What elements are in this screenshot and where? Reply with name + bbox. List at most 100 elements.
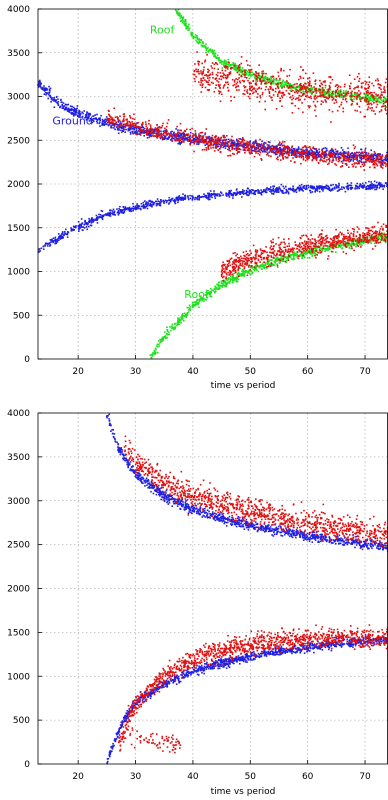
data-point [100,216,103,218]
data-point [258,150,261,152]
data-point [149,131,152,134]
data-point [62,107,64,109]
data-point [48,85,50,88]
data-point [268,260,270,263]
data-point [339,157,342,160]
data-point [159,136,161,139]
data-point [278,82,280,84]
data-point [216,137,219,140]
data-point [279,149,282,152]
data-point [334,85,337,87]
data-point [121,211,124,214]
data-point [351,243,354,245]
data-point [208,49,211,51]
data-point [204,45,207,48]
data-point [302,84,305,86]
data-point [222,194,224,196]
data-point [242,146,245,149]
data-point [255,75,258,78]
data-point [253,192,256,194]
data-point [156,202,159,205]
data-point [166,122,169,125]
data-point [192,141,194,144]
data-point [282,153,284,155]
data-point [342,159,345,162]
data-point [54,240,57,243]
data-point [286,145,289,147]
data-point [319,185,321,187]
data-point [343,95,346,97]
data-point [269,80,272,82]
data-point [370,181,372,183]
data-point [179,198,181,201]
data-point [321,188,323,191]
data-point [305,86,308,88]
data-point [321,91,324,93]
data-point [231,144,234,146]
data-point [281,144,284,147]
data-point [263,149,265,151]
data-point [359,156,361,158]
data-point [231,194,233,196]
data-point [382,100,385,103]
data-point [198,142,200,144]
data-point [250,144,252,147]
data-point [307,186,310,189]
data-point [114,119,116,122]
data-point [208,69,210,72]
data-point [300,155,302,157]
data-point [272,82,274,85]
data-point [272,187,275,189]
data-point [175,139,177,142]
data-point [136,207,139,209]
data-point [326,156,328,158]
data-point [211,67,213,69]
data-point [53,99,55,102]
data-point [51,241,54,243]
data-point [258,189,260,192]
data-point [207,143,209,145]
data-point [334,186,336,188]
data-point [325,187,328,190]
data-point [57,239,59,242]
data-point [157,200,160,202]
data-point [378,162,381,164]
data-point [304,72,307,75]
data-point [257,150,260,152]
data-point [368,187,370,190]
data-point [339,88,342,91]
data-point [385,182,387,184]
data-point [360,161,363,164]
data-point [240,142,242,145]
data-point [298,94,301,97]
data-point [147,131,150,133]
data-point [93,219,96,222]
data-point [361,155,363,158]
data-point [305,89,307,91]
data-point [190,139,192,141]
data-point [247,147,250,150]
data-point [233,79,236,82]
data-point [229,278,232,280]
data-point [370,149,372,152]
data-point [207,75,209,77]
data-point [207,51,210,53]
data-point [382,103,385,105]
data-point [358,77,361,80]
data-point [291,98,293,101]
data-point [259,80,262,82]
data-point [282,80,284,83]
data-point [368,81,371,83]
data-point [200,70,202,72]
data-point [383,105,385,108]
data-point [150,127,152,130]
data-point [264,81,267,83]
data-point [255,265,257,267]
data-point [355,151,358,154]
data-point [313,97,316,99]
data-point [214,140,217,143]
data-point [380,88,382,91]
data-point [363,92,365,95]
data-point [156,203,159,206]
data-point [160,134,163,137]
